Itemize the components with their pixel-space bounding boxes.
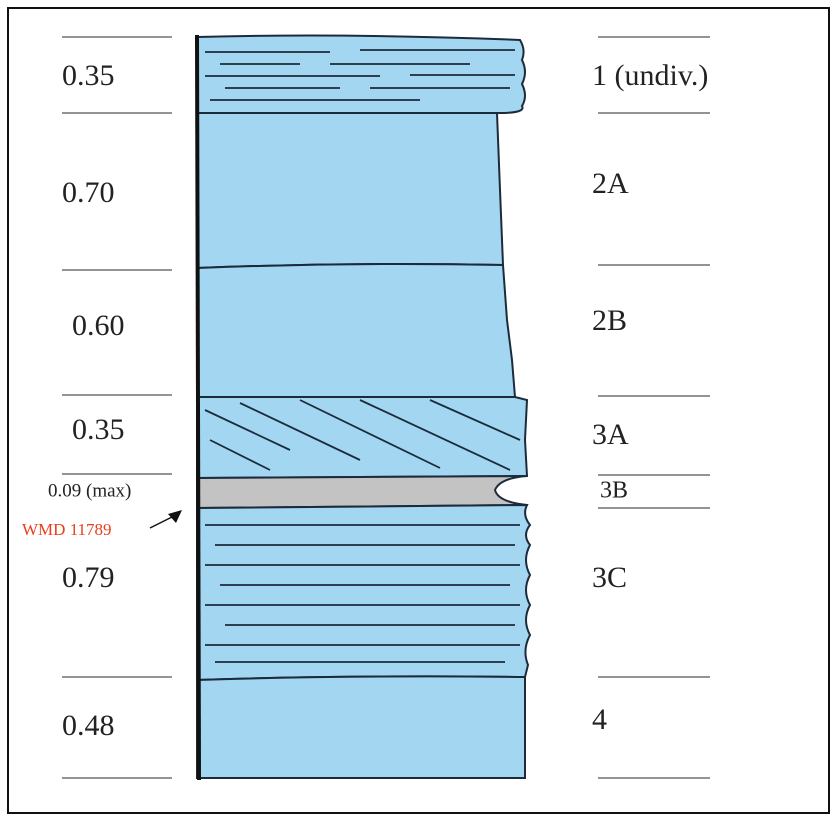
column-edge (197, 35, 199, 780)
unit: 4 (592, 703, 607, 736)
thickness: 0.60 (72, 309, 125, 342)
layer-4 (197, 676, 525, 778)
column (197, 35, 530, 780)
unit: 3A (592, 418, 629, 451)
unit-labels: 1 (undiv.) 2A 2B 3A 3B 3C 4 (592, 59, 708, 736)
unit: 3C (592, 561, 627, 594)
thickness-labels: 0.35 0.70 0.60 0.35 0.09 (max) 0.79 0.48 (48, 59, 131, 742)
layer-3b (197, 476, 527, 508)
thickness: 0.70 (62, 176, 115, 209)
unit: 1 (undiv.) (592, 59, 708, 92)
thickness: 0.79 (62, 561, 115, 594)
unit: 3B (600, 478, 628, 504)
thickness: 0.35 (62, 59, 115, 92)
layer-3c (197, 505, 530, 680)
unit: 2B (592, 304, 627, 337)
stratigraphic-column: 0.35 0.70 0.60 0.35 0.09 (max) 0.79 0.48… (0, 0, 837, 821)
arrow-head (168, 510, 182, 523)
thickness: 0.48 (62, 709, 115, 742)
layer-2b (197, 264, 515, 397)
unit: 2A (592, 167, 629, 200)
layer-2a (197, 113, 503, 268)
sample-label: WMD 11789 (22, 520, 112, 539)
thickness: 0.35 (72, 413, 125, 446)
layer-3a (197, 397, 527, 478)
thickness: 0.09 (max) (48, 480, 131, 501)
